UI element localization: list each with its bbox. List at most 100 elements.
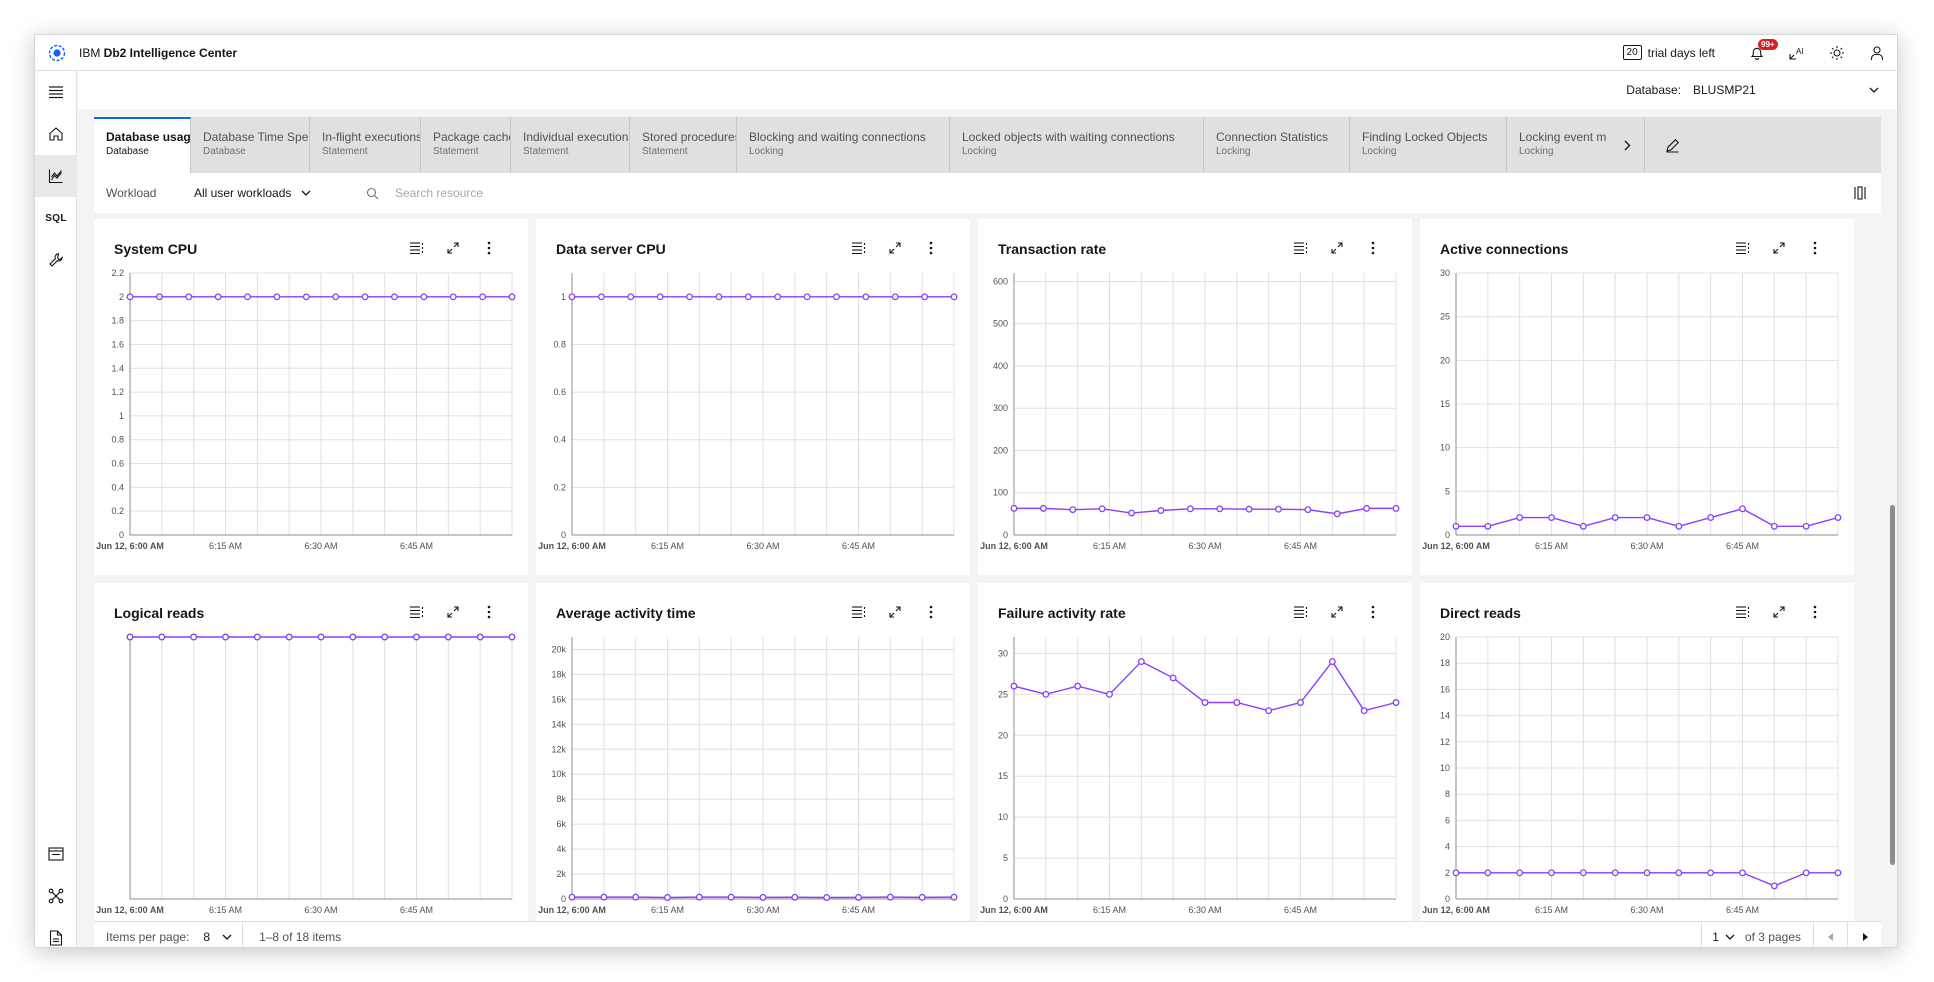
data-point[interactable] bbox=[1484, 869, 1492, 877]
data-point[interactable] bbox=[1265, 707, 1273, 715]
data-point[interactable] bbox=[190, 633, 198, 641]
column-settings-button[interactable] bbox=[1851, 184, 1869, 202]
data-point[interactable] bbox=[568, 893, 576, 901]
nav-monitor[interactable] bbox=[35, 155, 77, 197]
data-point[interactable] bbox=[222, 633, 229, 641]
chart-overflow-menu-button[interactable] bbox=[480, 603, 498, 621]
data-point[interactable] bbox=[332, 293, 340, 301]
data-point[interactable] bbox=[1137, 658, 1145, 666]
tab-locked-objects-waiting-connections[interactable]: Locked objects with waiting connections L… bbox=[950, 117, 1204, 173]
table-view-button[interactable] bbox=[1292, 603, 1310, 621]
chart-overflow-menu-button[interactable] bbox=[1364, 603, 1382, 621]
user-profile-button[interactable] bbox=[1857, 35, 1897, 71]
workload-select[interactable]: All user workloads bbox=[194, 186, 354, 200]
data-point[interactable] bbox=[568, 293, 576, 301]
table-view-button[interactable] bbox=[1734, 603, 1752, 621]
data-point[interactable] bbox=[253, 633, 261, 641]
nav-topology[interactable] bbox=[35, 875, 77, 917]
items-per-page-select[interactable]: 8 bbox=[203, 921, 244, 947]
line-chart[interactable]: 0 2 4 6 8 10 12 14 16 18 20 Jun 12, 6:00 AM 6:15 AM 6… bbox=[1420, 633, 1854, 939]
data-point[interactable] bbox=[855, 893, 862, 901]
table-view-button[interactable] bbox=[1292, 239, 1310, 257]
data-point[interactable] bbox=[1770, 882, 1778, 890]
data-point[interactable] bbox=[1579, 522, 1587, 530]
data-point[interactable] bbox=[695, 893, 703, 901]
data-point[interactable] bbox=[1675, 869, 1683, 877]
data-point[interactable] bbox=[1392, 699, 1400, 706]
tab-locking-event-monitor[interactable]: Locking event m Locking bbox=[1507, 117, 1611, 173]
expand-chart-button[interactable] bbox=[886, 603, 904, 621]
data-point[interactable] bbox=[413, 633, 420, 641]
data-point[interactable] bbox=[391, 293, 398, 301]
data-point[interactable] bbox=[1392, 504, 1400, 512]
app-title[interactable]: IBM Db2 Intelligence Center bbox=[79, 46, 237, 60]
menu-button[interactable] bbox=[35, 71, 77, 113]
data-point[interactable] bbox=[1548, 514, 1555, 521]
data-point[interactable] bbox=[1579, 869, 1587, 877]
chart-overflow-menu-button[interactable] bbox=[922, 603, 940, 621]
data-point[interactable] bbox=[361, 293, 369, 301]
data-point[interactable] bbox=[664, 894, 671, 901]
tab-individual-executions[interactable]: Individual executions Statement bbox=[511, 117, 630, 173]
data-point[interactable] bbox=[1304, 506, 1312, 514]
data-point[interactable] bbox=[1770, 522, 1778, 530]
data-point[interactable] bbox=[1042, 690, 1050, 698]
table-view-button[interactable] bbox=[850, 603, 868, 621]
data-point[interactable] bbox=[1128, 509, 1135, 517]
data-point[interactable] bbox=[1834, 514, 1842, 521]
nav-sql[interactable]: SQL bbox=[35, 197, 77, 239]
data-point[interactable] bbox=[686, 293, 693, 301]
data-point[interactable] bbox=[950, 893, 958, 901]
data-point[interactable] bbox=[349, 633, 357, 641]
data-point[interactable] bbox=[1186, 505, 1194, 513]
next-page-button[interactable] bbox=[1847, 921, 1881, 947]
data-point[interactable] bbox=[803, 293, 811, 301]
data-point[interactable] bbox=[1297, 699, 1304, 706]
expand-chart-button[interactable] bbox=[886, 239, 904, 257]
expand-chart-button[interactable] bbox=[444, 239, 462, 257]
nav-documents[interactable] bbox=[35, 917, 77, 947]
data-point[interactable] bbox=[1452, 522, 1460, 530]
data-point[interactable] bbox=[1275, 505, 1282, 513]
ai-assistant-button[interactable]: AI bbox=[1777, 35, 1817, 71]
data-point[interactable] bbox=[1548, 869, 1555, 877]
data-point[interactable] bbox=[1039, 504, 1047, 512]
line-chart[interactable]: Jun 12, 6:00 AM 6:15 AM 6:30 AM 6:45 AM bbox=[94, 633, 528, 939]
data-point[interactable] bbox=[715, 293, 723, 301]
data-point[interactable] bbox=[1169, 674, 1177, 682]
data-point[interactable] bbox=[1739, 505, 1746, 513]
previous-page-button[interactable] bbox=[1813, 921, 1847, 947]
data-point[interactable] bbox=[918, 893, 926, 901]
data-point[interactable] bbox=[285, 633, 293, 641]
line-chart[interactable]: 0 0.2 0.4 0.6 0.8 1 Jun 12, 6:00 AM 6:15 AM 6:30… bbox=[536, 269, 970, 575]
chart-overflow-menu-button[interactable] bbox=[1364, 239, 1382, 257]
data-point[interactable] bbox=[1707, 869, 1715, 877]
data-point[interactable] bbox=[1516, 514, 1524, 521]
data-point[interactable] bbox=[1452, 869, 1460, 877]
chart-overflow-menu-button[interactable] bbox=[1806, 603, 1824, 621]
data-point[interactable] bbox=[656, 293, 664, 301]
data-point[interactable] bbox=[1802, 522, 1810, 530]
data-point[interactable] bbox=[1233, 699, 1241, 706]
data-point[interactable] bbox=[1707, 514, 1715, 521]
tabs-scroll-right-button[interactable] bbox=[1611, 117, 1645, 173]
data-point[interactable] bbox=[1333, 510, 1341, 518]
data-point[interactable] bbox=[1611, 514, 1619, 521]
page-select[interactable]: 1 bbox=[1701, 921, 1745, 947]
data-point[interactable] bbox=[1157, 507, 1165, 514]
nav-tools[interactable] bbox=[35, 239, 77, 281]
page-scrollbar[interactable] bbox=[1890, 505, 1895, 865]
data-point[interactable] bbox=[759, 893, 767, 901]
data-point[interactable] bbox=[774, 293, 782, 301]
line-chart[interactable]: 0 2k 4k 6k 8k 10k 12k 14k 16k 18k 20k Jun 12, 6:00 … bbox=[536, 633, 970, 939]
expand-chart-button[interactable] bbox=[1770, 603, 1788, 621]
table-view-button[interactable] bbox=[850, 239, 868, 257]
chart-overflow-menu-button[interactable] bbox=[1806, 239, 1824, 257]
db2-logo-icon[interactable] bbox=[35, 35, 79, 71]
data-point[interactable] bbox=[833, 293, 840, 301]
data-point[interactable] bbox=[420, 293, 428, 301]
table-view-button[interactable] bbox=[408, 603, 426, 621]
table-view-button[interactable] bbox=[1734, 239, 1752, 257]
tab-package-cache[interactable]: Package cache Statement bbox=[421, 117, 511, 173]
expand-chart-button[interactable] bbox=[1770, 239, 1788, 257]
